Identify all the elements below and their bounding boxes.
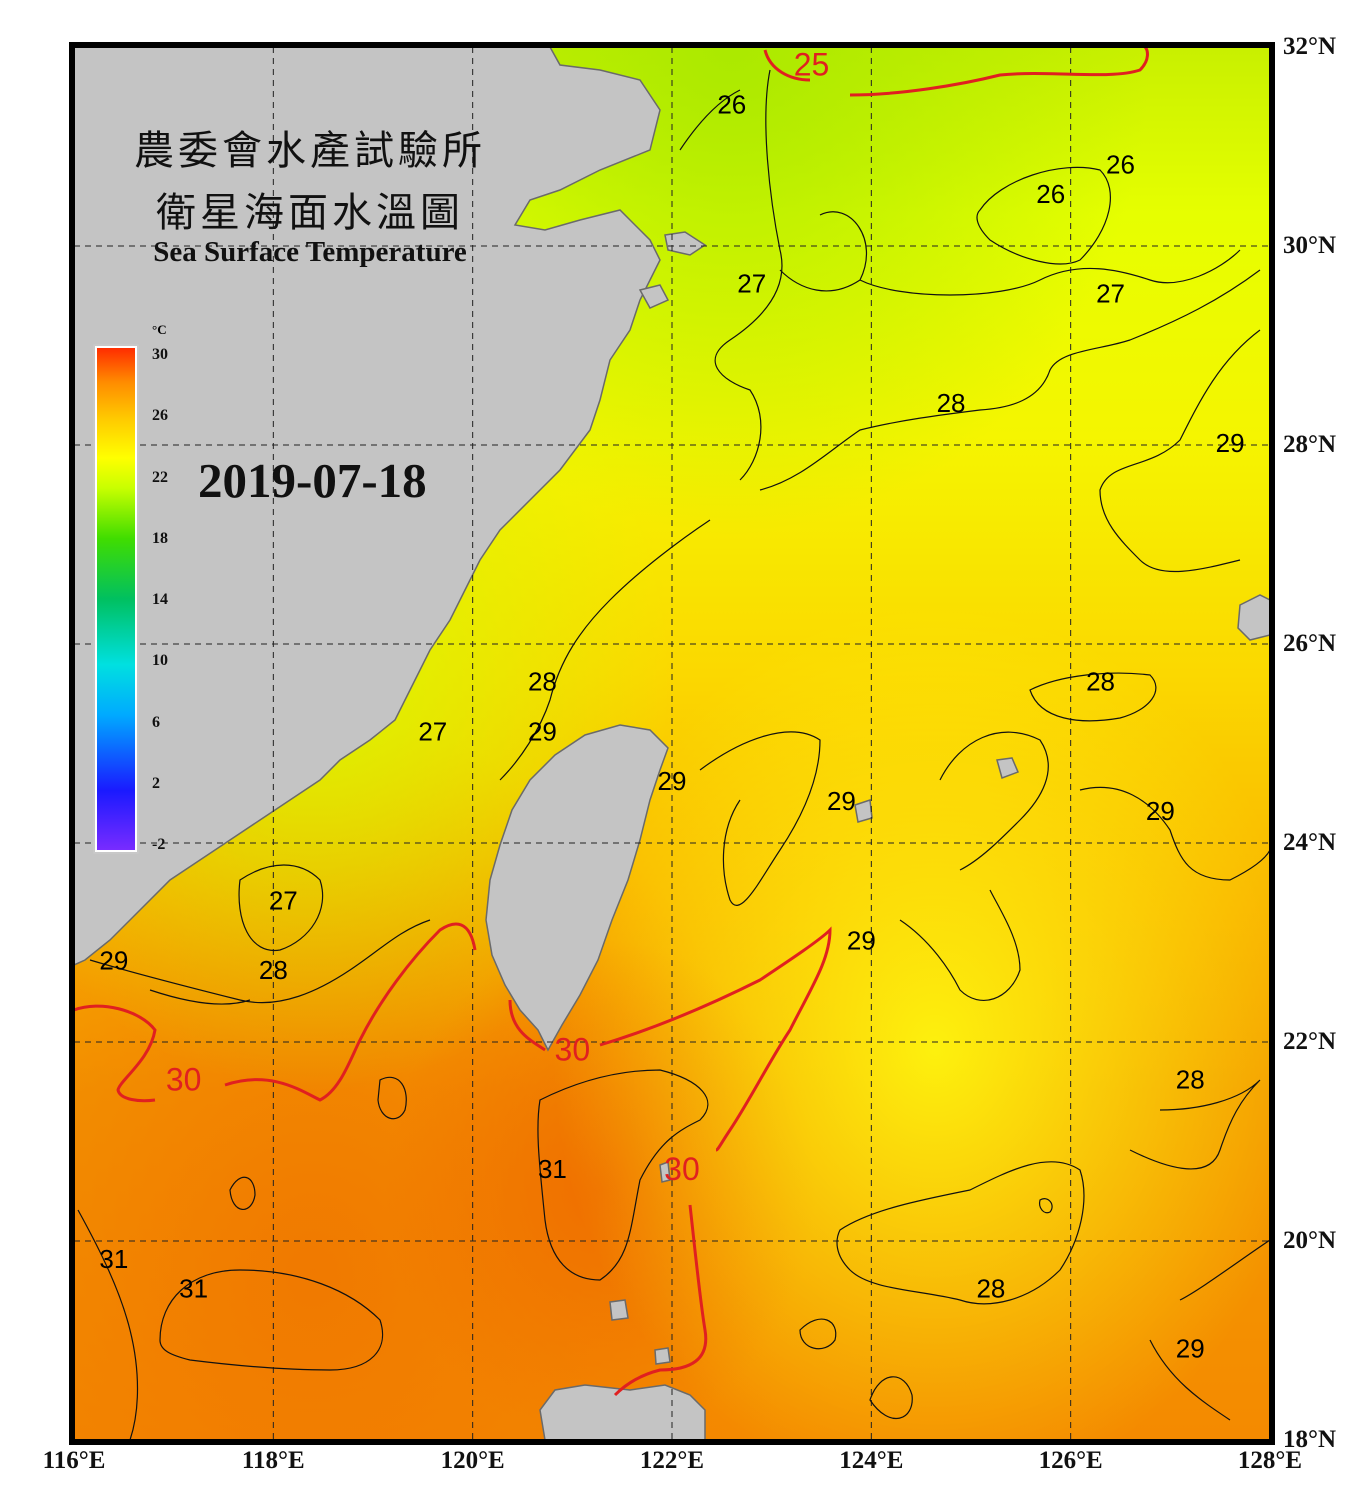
longitude-label: 120°E <box>440 1447 505 1474</box>
map-frame <box>69 42 1275 1445</box>
colorbar <box>95 346 137 852</box>
isotherm-label: 29 <box>847 925 876 955</box>
latitude-label: 26°N <box>1283 630 1337 657</box>
latitude-label: 22°N <box>1283 1028 1337 1055</box>
isotherm-label: 26 <box>1036 179 1065 209</box>
isotherm-label: 29 <box>827 786 856 816</box>
latitude-label: 30°N <box>1283 232 1337 259</box>
colorbar-tick-label: 18 <box>152 529 168 547</box>
longitude-label: 128°E <box>1237 1447 1303 1474</box>
isotherm-label: 30 <box>664 1151 700 1187</box>
colorbar-tick-label: 14 <box>152 591 168 608</box>
colorbar-tick-label: 30 <box>152 346 168 363</box>
land <box>74 47 1270 1440</box>
colorbar-tick-label: 22 <box>152 468 168 486</box>
graticule <box>74 47 1270 1440</box>
isotherms-red <box>74 47 1149 1397</box>
isotherm-label: 29 <box>1146 796 1175 826</box>
latitude-label: 24°N <box>1283 829 1337 856</box>
isotherm-label: 30 <box>166 1061 202 1097</box>
isotherm-label: 29 <box>658 766 687 796</box>
isotherm-label: 29 <box>528 716 557 746</box>
longitude-label: 118°E <box>241 1447 305 1474</box>
isotherm-label: 28 <box>259 955 288 985</box>
isotherm-label: 31 <box>538 1154 567 1184</box>
isotherm-label: 26 <box>1106 149 1135 179</box>
title-chinese-line2: 衛星海面水溫圖 <box>156 190 464 236</box>
isotherm-label: 31 <box>99 1244 128 1274</box>
longitude-label: 116°E <box>42 1447 106 1474</box>
latitude-label: 18°N <box>1283 1426 1337 1453</box>
longitude-label: 122°E <box>639 1447 705 1474</box>
mainland-china <box>74 47 661 966</box>
isotherm-label: 26 <box>717 90 746 120</box>
colorbar-unit: °C <box>152 322 167 337</box>
isotherm-label: 27 <box>269 886 298 916</box>
colorbar-tick-label: 10 <box>152 652 168 670</box>
isotherm-label: 30 <box>555 1031 591 1067</box>
colorbar-tick-label: 26 <box>152 407 168 425</box>
isotherm-label: 29 <box>1176 1333 1205 1363</box>
longitude-label: 126°E <box>1038 1447 1103 1474</box>
taiwan-island <box>485 724 669 1052</box>
isotherm-label: 28 <box>528 667 557 697</box>
isotherm-label: 29 <box>1216 428 1245 458</box>
isotherms-black <box>77 69 1270 1440</box>
isotherm-label: 28 <box>937 388 966 418</box>
isotherm-label: 31 <box>179 1274 208 1304</box>
luzon-island <box>539 1384 706 1440</box>
longitude-label: 124°E <box>839 1447 904 1474</box>
colorbar-tick-label: -2 <box>152 836 166 853</box>
isotherm-label: 25 <box>794 46 830 82</box>
isotherm-label: 27 <box>1096 279 1125 309</box>
isotherm-label: 27 <box>418 716 447 746</box>
isotherm-label: 29 <box>99 945 128 975</box>
colorbar-tick-label: 2 <box>152 774 160 792</box>
latitude-label: 28°N <box>1283 431 1337 458</box>
date-label: 2019-07-18 <box>198 453 427 508</box>
isotherm-label: 28 <box>976 1274 1005 1304</box>
isotherm-label: 27 <box>737 269 766 299</box>
title-chinese-line1: 農委會水產試驗所 <box>134 128 486 174</box>
isotherm-label: 28 <box>1086 667 1115 697</box>
title-english: Sea Surface Temperature <box>153 236 467 268</box>
colorbar-tick-label: 6 <box>152 713 160 731</box>
latitude-label: 20°N <box>1283 1227 1337 1254</box>
latitude-label: 32°N <box>1283 33 1337 60</box>
isotherm-label: 28 <box>1176 1065 1205 1095</box>
